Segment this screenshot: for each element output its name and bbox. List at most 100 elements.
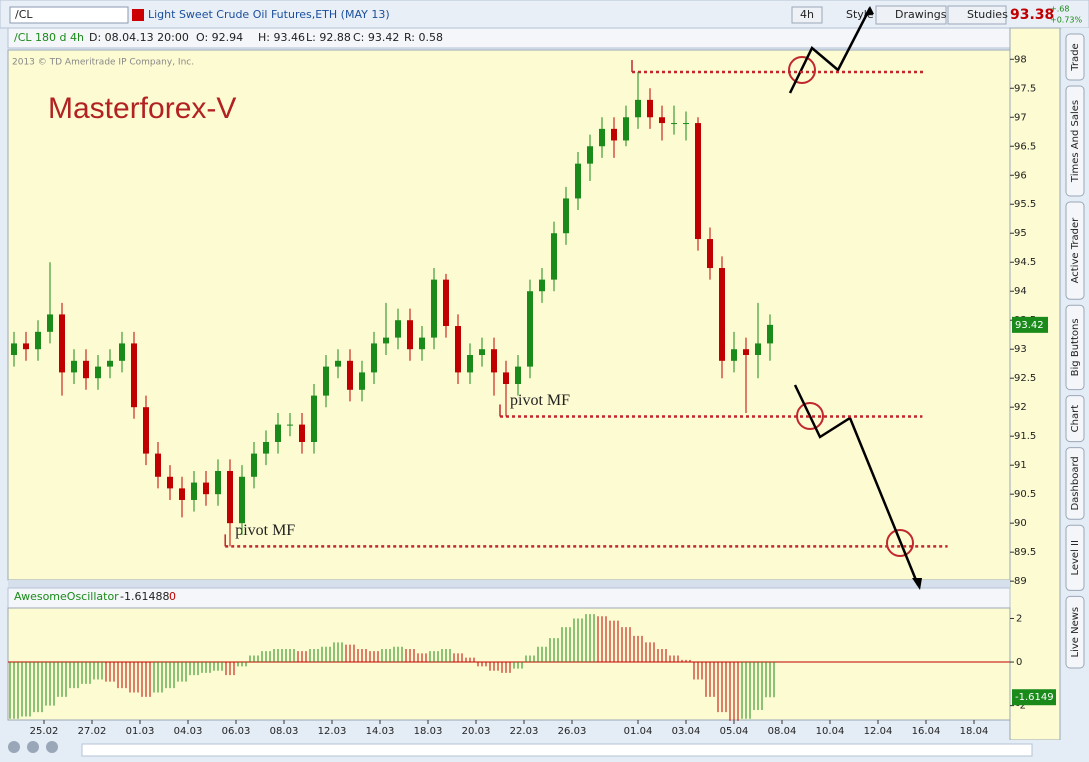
y-tick-label: 92.5 xyxy=(1014,373,1036,384)
candle-body xyxy=(731,349,737,361)
y-tick-label: 0 xyxy=(1016,657,1022,668)
candle-body xyxy=(11,343,17,356)
studies-box[interactable] xyxy=(947,5,1007,25)
y-tick-label: 94.5 xyxy=(1014,257,1036,268)
scroll-track[interactable] xyxy=(81,743,1033,757)
arrow-head xyxy=(864,6,874,16)
copyright: 2013 © TD Ameritrade IP Company, Inc. xyxy=(12,58,194,68)
info-close: C: 93.42 xyxy=(353,31,399,44)
candle-body xyxy=(563,198,569,234)
studies-button[interactable]: Studies xyxy=(967,8,1008,21)
side-tab[interactable] xyxy=(1065,524,1085,591)
x-tick-label: 27.02 xyxy=(78,726,107,737)
side-tab-label[interactable]: Active Trader xyxy=(1070,217,1081,283)
zoom-buttons[interactable] xyxy=(8,741,58,753)
y-tick-label: 96 xyxy=(1014,170,1027,181)
candle-body xyxy=(575,163,581,199)
pivot-label: pivot MF xyxy=(510,392,570,409)
y-tick-label: 90 xyxy=(1014,518,1027,529)
y-tick-label: -2 xyxy=(1016,701,1026,712)
info-high: H: 93.46 xyxy=(258,31,305,44)
candle-body xyxy=(467,355,473,373)
study-name: AwesomeOscillator xyxy=(14,590,119,603)
candle-body xyxy=(215,470,221,495)
candle-body xyxy=(623,117,629,141)
side-tab-label[interactable]: Times And Sales xyxy=(1070,100,1081,183)
side-tab[interactable] xyxy=(1065,33,1085,81)
candle-body xyxy=(59,314,65,373)
change: +.68 xyxy=(1050,5,1069,14)
side-tab-label[interactable]: Trade xyxy=(1070,43,1081,71)
candle-body xyxy=(743,349,749,356)
last-price: 93.38 xyxy=(1010,7,1054,23)
candle-body xyxy=(719,268,725,361)
drawings-button[interactable]: Drawings xyxy=(895,8,947,21)
candle-body xyxy=(287,424,293,426)
side-tab-label[interactable]: Level II xyxy=(1070,540,1081,575)
candle-body xyxy=(203,482,209,495)
side-tab-label[interactable]: Chart xyxy=(1070,405,1081,433)
y-tick-label: 97.5 xyxy=(1014,83,1036,94)
candle-body xyxy=(419,337,425,350)
candle-body xyxy=(119,343,125,361)
x-tick-label: 10.04 xyxy=(816,726,845,737)
info-low: L: 92.88 xyxy=(306,31,351,44)
pivot-label: pivot MF xyxy=(235,522,295,539)
symbol-box[interactable] xyxy=(9,6,129,24)
candle-body xyxy=(47,314,53,332)
candle-body xyxy=(671,123,677,125)
side-tab-label[interactable]: Dashboard xyxy=(1070,456,1081,510)
splitter[interactable] xyxy=(8,580,1010,588)
info-date: D: 08.04.13 20:00 xyxy=(89,31,189,44)
side-tab[interactable] xyxy=(1065,595,1085,669)
side-tab-label[interactable]: Live News xyxy=(1070,607,1081,658)
x-tick-label: 08.03 xyxy=(270,726,299,737)
candle-body xyxy=(263,441,269,454)
y-tick-label: 95 xyxy=(1014,228,1027,239)
candle-body xyxy=(455,326,461,373)
aggregation[interactable]: 4h xyxy=(800,8,814,21)
side-tab[interactable] xyxy=(1065,201,1085,300)
candle-body xyxy=(383,337,389,344)
candle-body xyxy=(299,424,305,442)
price-axis xyxy=(1009,27,1061,741)
oscillator-panel xyxy=(7,607,1011,721)
candle-body xyxy=(275,424,281,442)
candle-body xyxy=(239,476,245,524)
candle-body xyxy=(551,233,557,280)
candle-body xyxy=(635,99,641,118)
info-range: R: 0.58 xyxy=(404,31,443,44)
candle-body xyxy=(311,395,317,442)
candle-body xyxy=(359,372,365,390)
candle-body xyxy=(647,99,653,118)
drawings-box[interactable] xyxy=(875,5,947,25)
candle-body xyxy=(599,128,605,147)
side-tab[interactable] xyxy=(1065,304,1085,391)
x-tick-label: 26.03 xyxy=(558,726,587,737)
candle-body xyxy=(323,366,329,396)
candle-body xyxy=(191,482,197,500)
last-badge-label: -1.6149 xyxy=(1015,692,1054,703)
last-badge xyxy=(1012,689,1056,706)
candle-body xyxy=(479,349,485,356)
candle-body xyxy=(443,279,449,327)
side-tab[interactable] xyxy=(1065,395,1085,443)
candle-body xyxy=(539,279,545,292)
y-tick-label: 91.5 xyxy=(1014,431,1036,442)
y-tick-label: 98 xyxy=(1014,54,1027,65)
side-tab[interactable] xyxy=(1065,85,1085,197)
symbol[interactable]: /CL xyxy=(15,8,33,21)
side-tab-label[interactable]: Big Buttons xyxy=(1070,318,1081,376)
side-tab[interactable] xyxy=(1065,447,1085,520)
x-tick-label: 16.04 xyxy=(912,726,941,737)
x-tick-label: 12.03 xyxy=(318,726,347,737)
candle-body xyxy=(371,343,377,373)
y-tick-label: 97 xyxy=(1014,112,1027,123)
x-tick-label: 20.03 xyxy=(462,726,491,737)
aggregation-button[interactable] xyxy=(791,6,823,24)
candle-body xyxy=(491,349,497,373)
y-tick-label: 2 xyxy=(1016,613,1022,624)
last-badge xyxy=(1012,316,1048,333)
x-tick-label: 01.03 xyxy=(126,726,155,737)
